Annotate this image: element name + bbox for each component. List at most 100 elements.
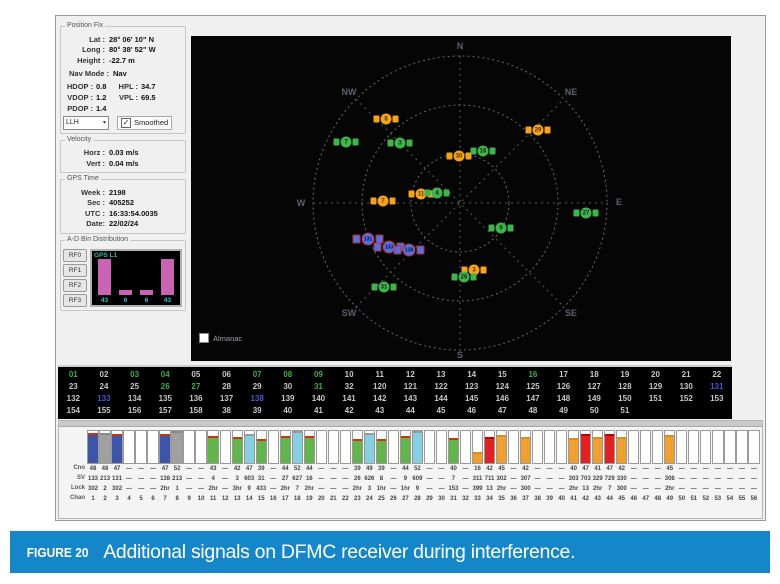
channel-column[interactable]: 16 311 399 33 (471, 429, 484, 504)
channel-grid-cell[interactable]: 48 (528, 406, 538, 415)
channel-grid-cell[interactable]: 151 (648, 394, 663, 403)
coord-mode-dropdown[interactable]: LLH ▾ (63, 115, 109, 130)
channel-grid-cell[interactable]: 26 (160, 382, 170, 391)
almanac-toggle[interactable]: Almanac (199, 333, 242, 343)
channel-column[interactable]: 44 27 2hr 17 (279, 429, 291, 504)
channel-column[interactable]: 49 626 3 24 (363, 429, 376, 504)
channel-grid-cell[interactable]: 12 (405, 370, 415, 379)
channel-grid-cell[interactable]: 51 (620, 406, 630, 415)
channel-grid-cell[interactable]: 135 (158, 394, 172, 403)
channel-column[interactable]: — — — 12 (219, 429, 231, 504)
channel-column[interactable]: — — — 9 (183, 429, 195, 504)
channel-column[interactable]: — — — 38 (531, 429, 544, 504)
channel-grid-cell[interactable]: 137 (219, 394, 234, 403)
channel-grid-cell[interactable]: 121 (403, 382, 418, 391)
channel-grid-cell[interactable]: 125 (526, 382, 540, 391)
channel-column[interactable]: 42 711 13 34 (483, 429, 496, 504)
channel-grid-cell[interactable]: 13 (436, 370, 446, 379)
channel-column[interactable]: 43 4 2hr 11 (207, 429, 219, 504)
channel-grid-cell[interactable]: 132 (66, 394, 80, 403)
channel-grid-cell[interactable]: 136 (189, 394, 203, 403)
channel-grid-cell[interactable]: 147 (526, 394, 540, 403)
channel-grid-cell[interactable]: 23 (68, 382, 78, 391)
channel-grid-cell[interactable]: 29 (252, 382, 262, 391)
channel-column[interactable]: 48 213 2 2 (99, 429, 111, 504)
channel-grid-cell[interactable]: 40 (283, 406, 293, 415)
channel-grid-cell[interactable]: 14 (467, 370, 477, 379)
channel-column[interactable]: 47 138 2hr 7 (159, 429, 171, 504)
channel-column[interactable]: 39 8 1hr 25 (375, 429, 388, 504)
channel-grid-cell[interactable]: 17 (559, 370, 569, 379)
channel-grid-cell[interactable]: 45 (436, 406, 446, 415)
channel-grid-cell[interactable]: 157 (158, 406, 172, 415)
channel-grid-cell[interactable]: 09 (313, 370, 323, 379)
smoothed-checkbox[interactable]: ✓ Smoothed (117, 115, 173, 130)
channel-grid-cell[interactable]: 133 (97, 394, 111, 403)
channel-column[interactable]: — — — 16 (267, 429, 279, 504)
channel-column[interactable]: — — — 47 (640, 429, 652, 504)
channel-grid-cell[interactable]: 18 (589, 370, 599, 379)
channel-grid-cell[interactable]: 148 (556, 394, 571, 403)
channel-grid-cell[interactable]: 11 (375, 370, 384, 379)
channel-column[interactable]: 45 302 2hr 35 (495, 429, 508, 504)
channel-column[interactable]: — — — 53 (712, 429, 724, 504)
channel-column[interactable]: — — — 51 (688, 429, 700, 504)
channel-grid-cell[interactable]: 31 (313, 382, 323, 391)
channel-grid-cell[interactable]: 49 (559, 406, 569, 415)
channel-grid-cell[interactable]: 43 (375, 406, 385, 415)
channel-column[interactable]: 44 9 1hr 27 (399, 429, 412, 504)
channel-grid-cell[interactable]: 124 (495, 382, 509, 391)
channel-column[interactable]: 39 26 2hr 23 (351, 429, 364, 504)
channel-column[interactable]: 45 308 2hr 49 (664, 429, 676, 504)
rf-button-rf0[interactable]: RF0 (63, 248, 87, 262)
channel-grid-cell[interactable]: 131 (710, 382, 724, 391)
channel-column[interactable]: 47 131 302 3 (111, 429, 123, 504)
channel-grid-cell[interactable]: 138 (250, 394, 264, 403)
channel-grid-cell[interactable]: 27 (191, 382, 201, 391)
channel-column[interactable]: 47 703 13 42 (579, 429, 592, 504)
channel-column[interactable]: 47 603 9 14 (243, 429, 255, 504)
channel-column[interactable]: — — — 30 (435, 429, 448, 504)
channel-column[interactable]: 42 3 3hr 13 (231, 429, 243, 504)
channel-grid-cell[interactable]: 47 (497, 406, 507, 415)
channel-grid-cell[interactable]: 141 (342, 394, 356, 403)
channel-column[interactable]: — — — 29 (423, 429, 436, 504)
channel-column[interactable]: — — — 39 (543, 429, 556, 504)
channel-grid-cell[interactable]: 134 (127, 394, 142, 403)
channel-grid-cell[interactable]: 06 (222, 370, 231, 379)
channel-column[interactable]: — — — 36 (507, 429, 520, 504)
channel-column[interactable]: — — — 32 (459, 429, 472, 504)
channel-column[interactable]: — — — 48 (652, 429, 664, 504)
channel-column[interactable]: — — — 40 (555, 429, 568, 504)
channel-column[interactable]: — — — 10 (195, 429, 207, 504)
channel-column[interactable]: 39 31 433 15 (255, 429, 267, 504)
channel-column[interactable]: 52 213 1 8 (171, 429, 183, 504)
channel-grid-cell[interactable]: 38 (222, 406, 231, 415)
channel-grid-cell[interactable]: 15 (497, 370, 507, 379)
channel-grid-cell[interactable]: 122 (434, 382, 448, 391)
channel-grid-cell[interactable]: 156 (127, 406, 142, 415)
rf-button-rf1[interactable]: RF1 (63, 263, 87, 277)
channel-grid-cell[interactable]: 28 (222, 382, 231, 391)
channel-grid-cell[interactable]: 152 (679, 394, 693, 403)
channel-column[interactable]: — — — 50 (676, 429, 688, 504)
channel-grid-cell[interactable]: 128 (618, 382, 632, 391)
channel-column[interactable]: — — — 54 (724, 429, 736, 504)
channel-grid-cell[interactable]: 32 (344, 382, 354, 391)
channel-grid-cell[interactable]: 02 (99, 370, 109, 379)
channel-column[interactable]: 42 330 300 45 (616, 429, 628, 504)
channel-grid-cell[interactable]: 153 (710, 394, 724, 403)
rf-button-rf3[interactable]: RF3 (63, 293, 87, 307)
channel-column[interactable]: 48 133 302 1 (87, 429, 99, 504)
channel-column[interactable]: 41 329 2hr 43 (591, 429, 604, 504)
channel-grid-cell[interactable]: 39 (252, 406, 262, 415)
channel-grid-cell[interactable]: 44 (405, 406, 415, 415)
channel-grid-cell[interactable]: 10 (344, 370, 354, 379)
channel-grid-cell[interactable]: 127 (587, 382, 601, 391)
channel-column[interactable]: 44 16 2hr 19 (303, 429, 315, 504)
channel-grid-cell[interactable]: 24 (99, 382, 109, 391)
channel-grid-cell[interactable]: 25 (130, 382, 140, 391)
channel-grid-cell[interactable]: 01 (68, 370, 78, 379)
channel-column[interactable]: 52 627 7 18 (291, 429, 303, 504)
channel-grid-cell[interactable]: 154 (66, 406, 80, 415)
